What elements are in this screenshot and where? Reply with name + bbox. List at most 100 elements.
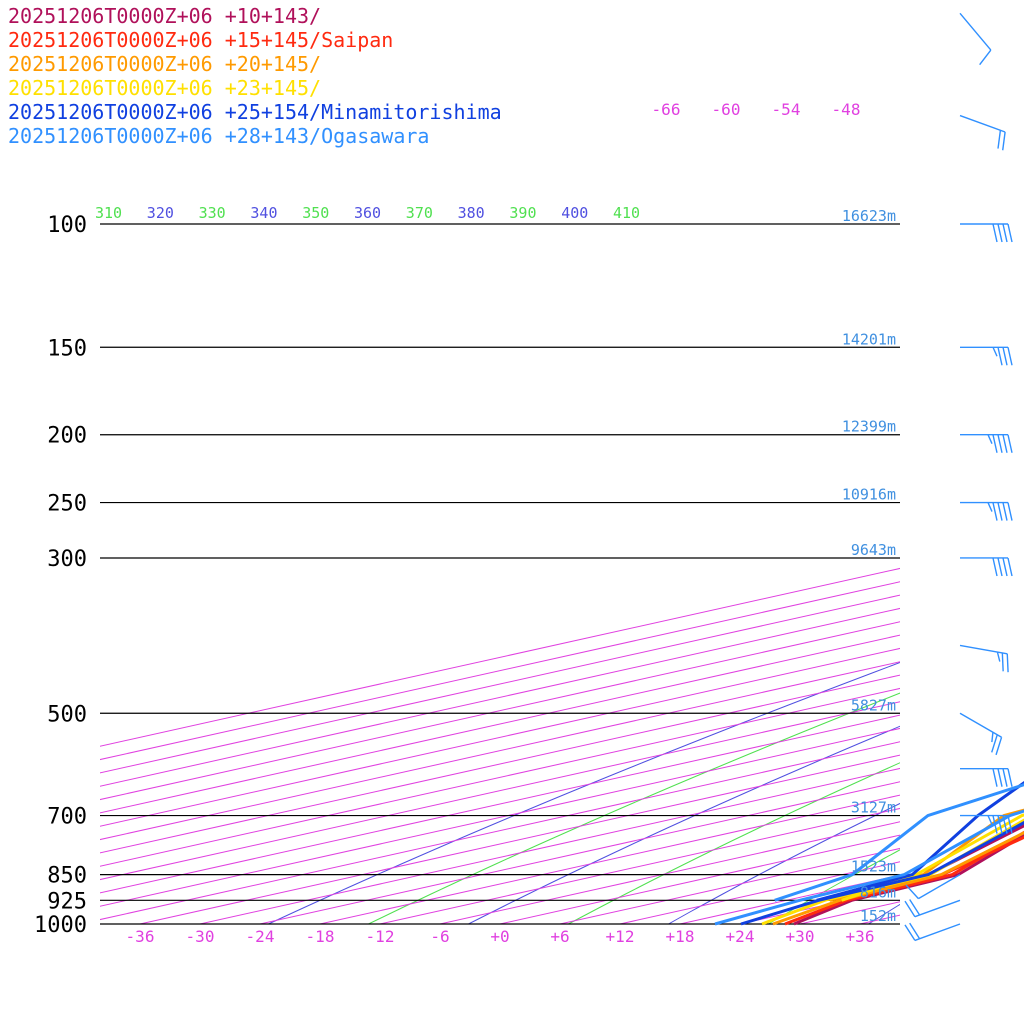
theta-label: 380	[458, 204, 485, 222]
wind-barb-feather	[992, 815, 998, 834]
sounding-series	[714, 780, 1024, 926]
theta-label: 340	[250, 204, 277, 222]
legend-entry: 20251206T0000Z+06 +23+145/	[8, 76, 322, 100]
isotherm-line	[100, 674, 900, 854]
dry-adiabat-line	[468, 725, 900, 924]
height-label: 152m	[860, 907, 896, 925]
temperature-line	[761, 818, 1024, 926]
wind-barb	[960, 814, 1013, 834]
isobar-lines	[100, 223, 900, 925]
height-label: 1523m	[851, 858, 896, 876]
theta-label: 330	[199, 204, 226, 222]
isotherm-line	[100, 714, 900, 894]
temperature-tick-label: +36	[846, 927, 875, 946]
wind-barb	[960, 557, 1013, 577]
wind-barb-feather	[992, 346, 998, 357]
wind-barb-feather	[1007, 434, 1013, 453]
dewpoint-line	[836, 835, 1024, 902]
wind-barb-feather	[1007, 557, 1013, 577]
legend-entry: 20251206T0000Z+06 +20+145/	[8, 52, 322, 76]
wind-barb	[959, 12, 992, 66]
wind-barb-feather	[1002, 815, 1008, 834]
temperature-tick-label: -18	[306, 927, 335, 946]
height-label: 14201m	[842, 330, 896, 348]
pressure-label: 850	[47, 864, 87, 889]
temperature-line	[784, 830, 1024, 926]
wind-barb-feather	[995, 737, 1003, 756]
pressure-label: 150	[47, 336, 87, 361]
isotherm-line	[100, 621, 900, 801]
wind-barb-feather	[992, 768, 998, 787]
wind-barb	[960, 346, 1013, 366]
temperature-tick-label: -12	[366, 927, 395, 946]
legend-entry: 20251206T0000Z+06 +25+154/Minamitorishim…	[8, 100, 502, 124]
isotherm-line	[100, 727, 900, 907]
temperature-tick-label: +12	[606, 927, 635, 946]
wind-barb-feather	[991, 732, 994, 743]
height-label: 10916m	[842, 486, 896, 504]
theta-label: 310	[95, 204, 122, 222]
wind-barb-feather	[987, 815, 993, 825]
wind-barb-staff	[914, 899, 961, 918]
wind-barb-feather	[992, 502, 998, 521]
dry-adiabat-line	[568, 762, 900, 924]
wind-barb-feather	[1007, 223, 1013, 243]
isotherm-label: -66	[652, 100, 681, 119]
temperature-tick-label: +30	[786, 927, 815, 946]
pressure-label: 100	[47, 213, 87, 238]
theta-label: 410	[613, 204, 640, 222]
wind-barb-feather	[996, 651, 1001, 662]
wind-barb	[959, 712, 1003, 756]
isotherm-label: -48	[832, 100, 861, 119]
wind-barb	[904, 899, 961, 918]
wind-barb-feather	[1002, 557, 1008, 577]
isotherm-line	[100, 687, 900, 867]
wind-barb	[960, 501, 1013, 521]
wind-barb-staff	[914, 923, 961, 942]
dry-adiabat-line	[668, 802, 900, 924]
dry-adiabat-line	[768, 849, 900, 924]
wind-barb-feather	[1002, 434, 1008, 453]
temperature-line	[793, 833, 1024, 926]
height-label: 16623m	[842, 207, 896, 225]
isotherm-line	[100, 741, 900, 921]
wind-barb	[960, 768, 1013, 787]
wind-barb-staff	[959, 644, 1008, 655]
isotherm-line	[199, 767, 900, 924]
isotherm-label: -60	[712, 100, 741, 119]
isotherm-line	[559, 847, 900, 924]
height-label: 3127m	[851, 799, 896, 817]
wind-barb-feather	[997, 502, 1003, 521]
wind-barb-feather	[997, 223, 1003, 243]
wind-barb-feather	[979, 49, 992, 66]
theta-label: 390	[509, 204, 536, 222]
isotherm-line	[100, 647, 900, 827]
height-label: 816m	[860, 883, 896, 901]
wind-barbs	[904, 12, 1013, 942]
isotherm-line	[100, 607, 900, 787]
temperature-line	[740, 820, 1024, 926]
wind-barb-staff	[918, 873, 961, 900]
wind-barb-feather	[992, 434, 998, 453]
wind-barb-feather	[997, 434, 1003, 453]
temperature-tick-label: -6	[430, 927, 449, 946]
pressure-label: 300	[47, 547, 87, 572]
wind-barb-feather	[992, 557, 998, 577]
pressure-label: 925	[47, 889, 87, 914]
temperature-tick-label: +0	[490, 927, 509, 946]
wind-barb-staff	[959, 114, 1006, 133]
pressure-label: 250	[47, 492, 87, 517]
wind-barb-feather	[997, 347, 1003, 366]
wind-barb	[959, 114, 1006, 151]
wind-barb-feather	[1007, 347, 1013, 366]
temperature-tick-label: +24	[726, 927, 755, 946]
wind-barb-feather	[987, 502, 993, 512]
wind-barb-feather	[1007, 768, 1013, 787]
pressure-label: 200	[47, 424, 87, 449]
height-label: 12399m	[842, 418, 896, 436]
dry-adiabat-line	[868, 903, 900, 924]
wind-barb-feather	[1002, 347, 1008, 366]
dewpoint-line	[816, 780, 1024, 902]
wind-barb-feather	[1007, 502, 1013, 521]
isotherm-line	[679, 874, 900, 924]
